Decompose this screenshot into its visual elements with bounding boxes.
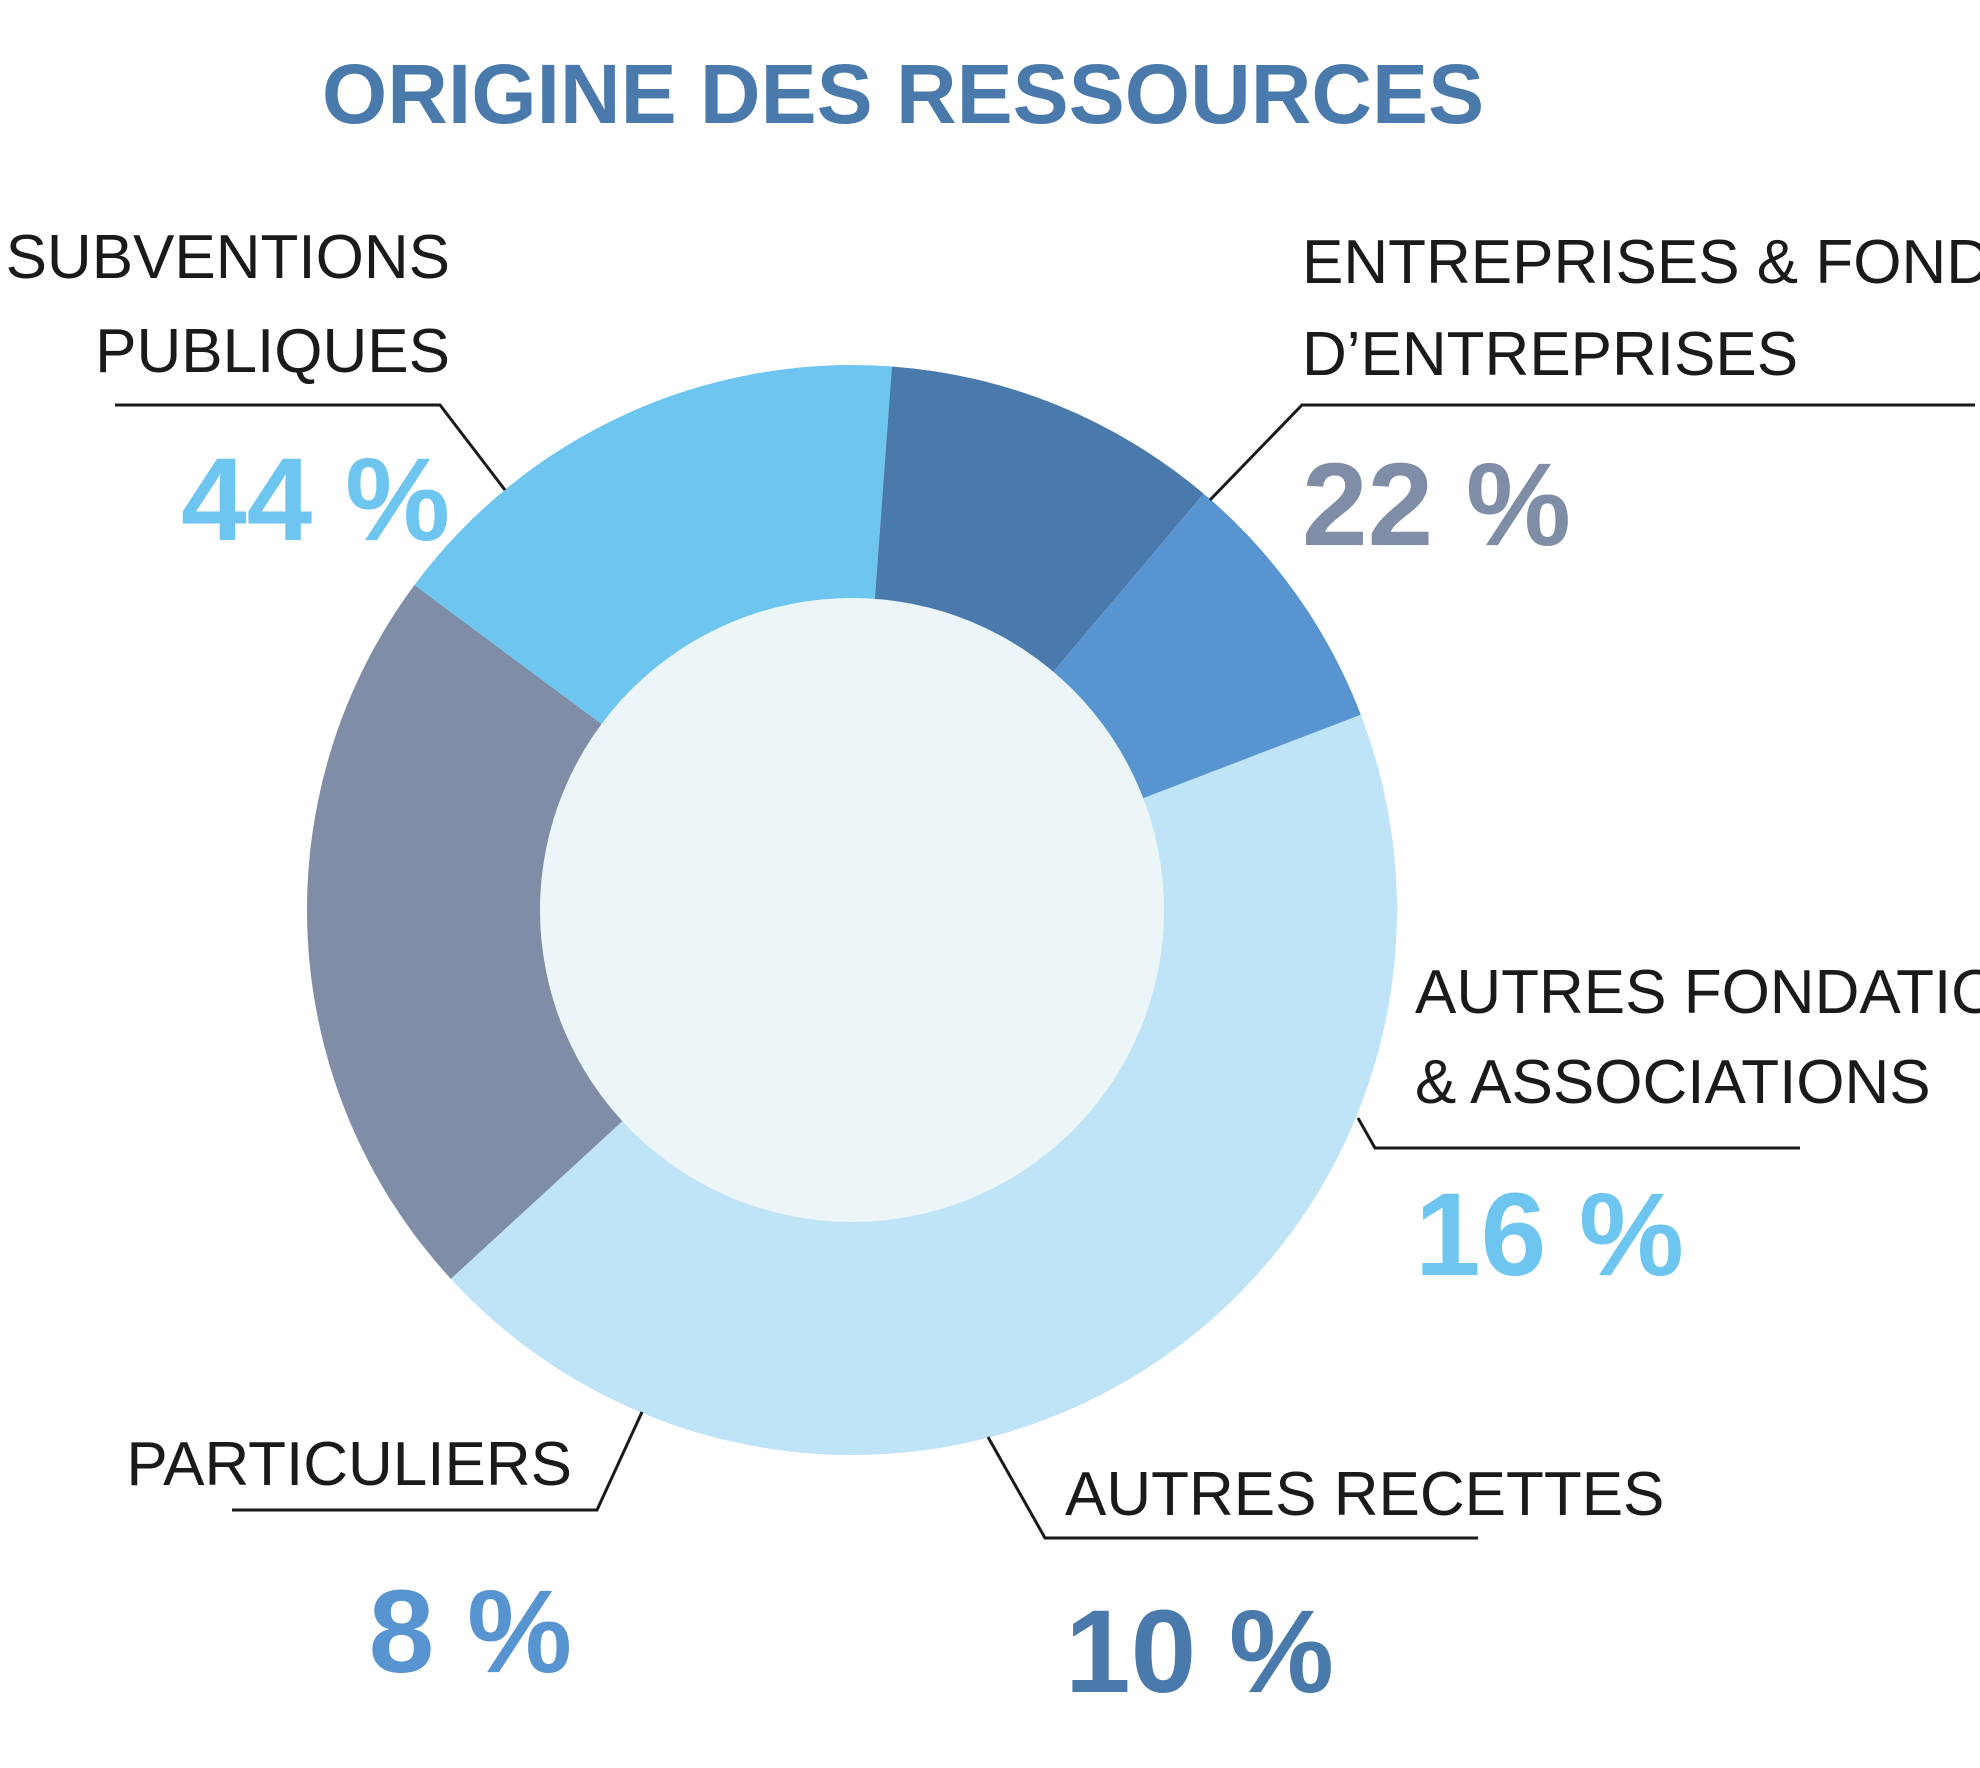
slice-label-2: & ASSOCIATIONS bbox=[1415, 1048, 1931, 1117]
slice-label-4: PARTICULIERS bbox=[126, 1430, 572, 1499]
slice-value-2: 16 % bbox=[1415, 1169, 1684, 1301]
leader-line-0 bbox=[115, 403, 507, 491]
slice-label-1: D’ENTREPRISES bbox=[1302, 320, 1798, 389]
callouts: SUBVENTIONS PUBLIQUES 44 % ENTREPRISES & FO… bbox=[6, 223, 1980, 1718]
leader-line-4 bbox=[232, 1411, 644, 1512]
donut-center bbox=[540, 598, 1164, 1222]
slice-label-3: AUTRES RECETTES bbox=[1065, 1460, 1664, 1529]
slice-label-0: SUBVENTIONS bbox=[6, 223, 450, 292]
chart-title: ORIGINE DES RESSOURCES bbox=[322, 47, 1484, 141]
slice-value-4: 8 % bbox=[369, 1566, 572, 1698]
slice-label-1: ENTREPRISES & FONDATIONS bbox=[1302, 228, 1980, 297]
slice-value-3: 10 % bbox=[1065, 1586, 1334, 1718]
slice-label-0: PUBLIQUES bbox=[95, 317, 450, 386]
slice-value-1: 22 % bbox=[1302, 439, 1571, 571]
slice-label-2: AUTRES FONDATIONS bbox=[1415, 958, 1980, 1027]
leader-line-1 bbox=[1208, 403, 1975, 502]
leader-line-3 bbox=[986, 1436, 1478, 1540]
leader-line-2 bbox=[1356, 1117, 1800, 1150]
slice-value-0: 44 % bbox=[181, 434, 450, 566]
